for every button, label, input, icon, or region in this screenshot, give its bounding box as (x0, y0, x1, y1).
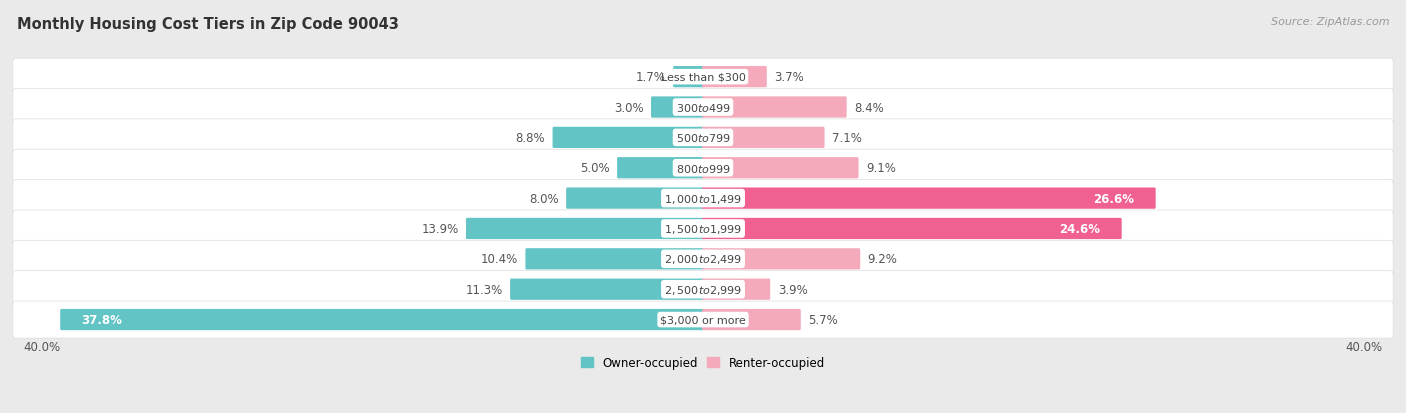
Text: 8.0%: 8.0% (529, 192, 558, 205)
FancyBboxPatch shape (510, 279, 704, 300)
Text: $800 to $999: $800 to $999 (675, 162, 731, 174)
Text: 3.0%: 3.0% (614, 101, 644, 114)
Text: Less than $300: Less than $300 (661, 72, 745, 83)
Text: Monthly Housing Cost Tiers in Zip Code 90043: Monthly Housing Cost Tiers in Zip Code 9… (17, 17, 399, 31)
FancyBboxPatch shape (651, 97, 704, 119)
Text: 3.9%: 3.9% (778, 283, 807, 296)
FancyBboxPatch shape (465, 218, 704, 240)
Text: $3,000 or more: $3,000 or more (661, 315, 745, 325)
Text: 13.9%: 13.9% (422, 223, 458, 235)
Text: 5.0%: 5.0% (581, 162, 610, 175)
FancyBboxPatch shape (553, 128, 704, 149)
FancyBboxPatch shape (617, 158, 704, 179)
FancyBboxPatch shape (702, 128, 824, 149)
Text: 24.6%: 24.6% (1059, 223, 1101, 235)
FancyBboxPatch shape (13, 120, 1393, 157)
FancyBboxPatch shape (702, 188, 1156, 209)
FancyBboxPatch shape (673, 67, 704, 88)
FancyBboxPatch shape (13, 59, 1393, 96)
FancyBboxPatch shape (702, 309, 801, 330)
FancyBboxPatch shape (13, 89, 1393, 126)
Text: 37.8%: 37.8% (82, 313, 122, 326)
FancyBboxPatch shape (702, 158, 859, 179)
Text: 40.0%: 40.0% (1346, 340, 1382, 354)
Text: 9.2%: 9.2% (868, 253, 897, 266)
Text: 5.7%: 5.7% (808, 313, 838, 326)
Text: $300 to $499: $300 to $499 (675, 102, 731, 114)
Text: 8.8%: 8.8% (516, 132, 546, 145)
FancyBboxPatch shape (13, 211, 1393, 247)
FancyBboxPatch shape (13, 301, 1393, 338)
Text: 40.0%: 40.0% (24, 340, 60, 354)
Text: $2,000 to $2,499: $2,000 to $2,499 (664, 253, 742, 266)
Text: $1,500 to $1,999: $1,500 to $1,999 (664, 223, 742, 235)
Text: 1.7%: 1.7% (636, 71, 665, 84)
FancyBboxPatch shape (702, 67, 766, 88)
Text: $1,000 to $1,499: $1,000 to $1,499 (664, 192, 742, 205)
Text: $500 to $799: $500 to $799 (675, 132, 731, 144)
Text: 7.1%: 7.1% (832, 132, 862, 145)
FancyBboxPatch shape (702, 279, 770, 300)
Text: 9.1%: 9.1% (866, 162, 896, 175)
FancyBboxPatch shape (13, 241, 1393, 278)
FancyBboxPatch shape (702, 97, 846, 119)
FancyBboxPatch shape (702, 249, 860, 270)
FancyBboxPatch shape (13, 271, 1393, 308)
FancyBboxPatch shape (567, 188, 704, 209)
FancyBboxPatch shape (13, 150, 1393, 187)
Text: 10.4%: 10.4% (481, 253, 517, 266)
FancyBboxPatch shape (702, 218, 1122, 240)
Text: Source: ZipAtlas.com: Source: ZipAtlas.com (1271, 17, 1389, 26)
Text: 8.4%: 8.4% (853, 101, 884, 114)
Text: $2,500 to $2,999: $2,500 to $2,999 (664, 283, 742, 296)
FancyBboxPatch shape (526, 249, 704, 270)
FancyBboxPatch shape (60, 309, 704, 330)
Legend: Owner-occupied, Renter-occupied: Owner-occupied, Renter-occupied (581, 356, 825, 369)
FancyBboxPatch shape (13, 180, 1393, 217)
Text: 3.7%: 3.7% (775, 71, 804, 84)
Text: 11.3%: 11.3% (465, 283, 503, 296)
Text: 26.6%: 26.6% (1094, 192, 1135, 205)
